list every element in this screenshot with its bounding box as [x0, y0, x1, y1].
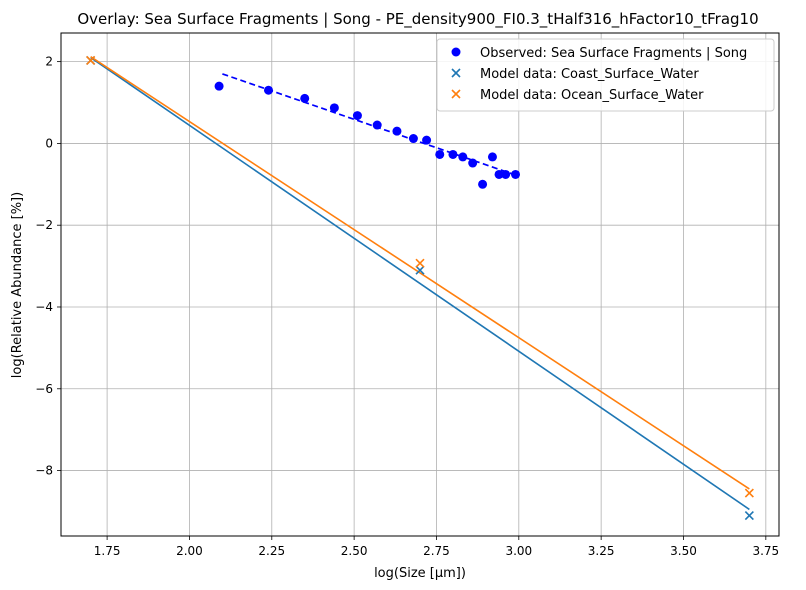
- observed-point: [392, 126, 402, 136]
- y-axis-label: log(Relative Abundance [%]): [10, 192, 25, 378]
- x-tick-label: 2.25: [258, 544, 285, 558]
- x-tick-label: 1.75: [94, 544, 121, 558]
- x-tick-label: 2.75: [423, 544, 450, 558]
- observed-point: [448, 149, 458, 159]
- observed-point: [487, 152, 497, 162]
- legend-label: Model data: Ocean_Surface_Water: [480, 88, 704, 103]
- y-tick-label: 2: [45, 55, 53, 69]
- x-tick-label: 3.00: [505, 544, 532, 558]
- observed-point: [501, 169, 511, 179]
- axis-ticks: 1.75 2.00 2.25 2.50 2.75 3.00 3.25 3.50 3.75 2 0 −2…: [35, 55, 779, 558]
- x-axis-label: log(Size [μm]): [374, 566, 466, 581]
- fit-line: [90, 56, 750, 490]
- y-tick-label: −4: [35, 300, 53, 314]
- observed-point: [329, 103, 339, 113]
- observed-point: [408, 134, 418, 144]
- legend-marker: [451, 89, 461, 99]
- x-tick-label: 2.50: [341, 544, 368, 558]
- observed-point: [511, 169, 521, 179]
- y-tick-label: −8: [35, 464, 53, 478]
- observed-point: [494, 169, 504, 179]
- model-point: [415, 265, 425, 275]
- y-tick-label: 0: [45, 136, 53, 150]
- legend: Observed: Sea Surface Fragments | Song Mo…: [436, 38, 775, 112]
- legend-label: Observed: Sea Surface Fragments | Song: [480, 46, 747, 61]
- observed-point: [214, 81, 224, 91]
- fit-line: [90, 56, 750, 511]
- x-tick-label: 3.75: [752, 544, 779, 558]
- legend-marker: [451, 47, 461, 57]
- observed-point: [422, 135, 432, 145]
- observed-point: [478, 179, 488, 189]
- model-point: [415, 258, 425, 268]
- y-tick-label: −2: [35, 218, 53, 232]
- model-point: [86, 55, 96, 65]
- observed-point: [458, 152, 468, 162]
- x-tick-label: 3.25: [588, 544, 615, 558]
- observed-point: [468, 158, 478, 168]
- observed-point: [372, 120, 382, 130]
- x-tick-label: 2.00: [176, 544, 203, 558]
- observed-point: [300, 93, 310, 103]
- observed-point: [263, 85, 273, 95]
- plot-series: [86, 55, 754, 521]
- y-tick-label: −6: [35, 382, 53, 396]
- observed-point: [352, 111, 362, 121]
- x-tick-label: 3.50: [670, 544, 697, 558]
- observed-point: [435, 149, 445, 159]
- legend-marker: [451, 68, 461, 78]
- chart-title: Overlay: Sea Surface Fragments | Song - …: [77, 10, 758, 29]
- model-point: [744, 488, 754, 498]
- model-point: [744, 510, 754, 521]
- plot-frame: [60, 32, 780, 537]
- legend-label: Model data: Coast_Surface_Water: [480, 67, 699, 82]
- legend-box: [436, 38, 775, 112]
